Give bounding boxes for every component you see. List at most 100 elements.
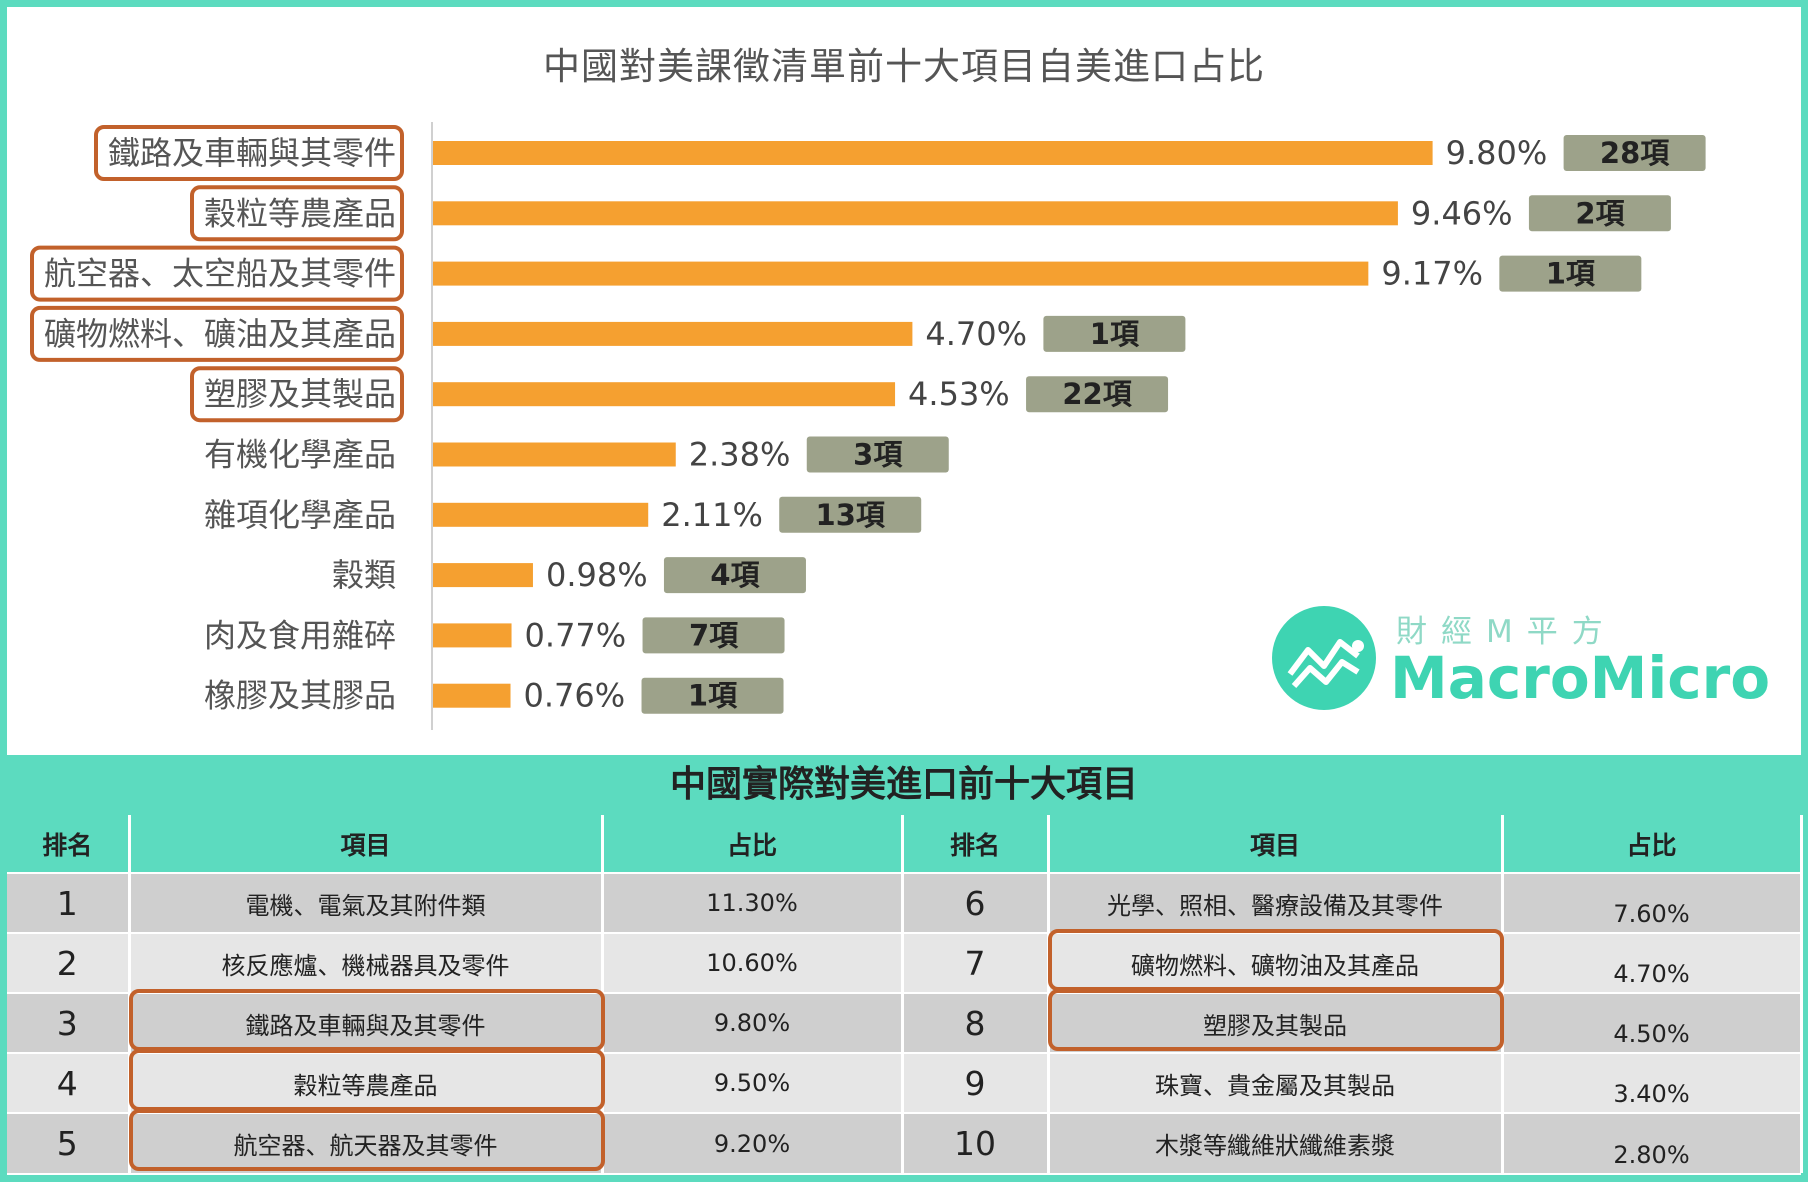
share-cell: 9.80% xyxy=(602,992,904,1053)
rank-cell: 8 xyxy=(902,992,1050,1053)
header-item-left: 項目 xyxy=(129,815,604,873)
table-row: 5 航空器、航天器及其零件 9.20% 10 木漿等纖維狀纖維素漿 2.80% xyxy=(7,1112,1803,1173)
share-cell: 11.30% xyxy=(602,872,904,933)
category-label: 有機化學產品 xyxy=(204,436,396,474)
item-cell: 光學、照相、醫療設備及其零件 xyxy=(1048,872,1504,933)
item-count-badge xyxy=(806,436,949,473)
ranking-table: 排名 項目 占比 排名 項目 占比 1 電機、電氣及其附件類 11.30% 6 … xyxy=(7,815,1803,1173)
category-label: 穀類 xyxy=(332,556,396,594)
rank-cell: 5 xyxy=(7,1112,131,1173)
item-count-badge xyxy=(663,557,806,594)
item-count-badge xyxy=(1026,376,1169,413)
rank-cell: 6 xyxy=(902,872,1050,933)
item-count-label: 13項 xyxy=(816,498,886,532)
item-count-label: 1項 xyxy=(688,679,738,713)
bar xyxy=(433,563,533,588)
bar xyxy=(433,321,913,346)
table-row: 1 電機、電氣及其附件類 11.30% 6 光學、照相、醫療設備及其零件 7.6… xyxy=(7,872,1803,933)
logo-english-text: MacroMicro xyxy=(1390,644,1771,712)
table-header-row: 排名 項目 占比 排名 項目 占比 xyxy=(7,815,1803,873)
category-label: 航空器、太空船及其零件 xyxy=(44,255,396,293)
category-label: 肉及食用雜碎 xyxy=(204,616,396,654)
item-count-label: 1項 xyxy=(1090,317,1140,351)
item-count-badge xyxy=(1499,255,1642,292)
item-cell: 電機、電氣及其附件類 xyxy=(129,872,604,933)
item-count-badge xyxy=(779,496,922,533)
category-label: 橡膠及其膠品 xyxy=(204,677,396,715)
bar xyxy=(433,261,1369,286)
chart-title: 中國對美課徵清單前十大項目自美進口占比 xyxy=(543,45,1265,88)
item-cell: 木漿等纖維狀纖維素漿 xyxy=(1048,1112,1504,1173)
bar xyxy=(433,502,649,527)
item-cell: 穀粒等農產品 xyxy=(129,1052,604,1113)
rank-cell: 10 xyxy=(902,1112,1050,1173)
item-cell: 塑膠及其製品 xyxy=(1048,992,1504,1053)
table-row: 4 穀粒等農產品 9.50% 9 珠寶、貴金屬及其製品 3.40% xyxy=(7,1052,1803,1113)
item-cell: 航空器、航天器及其零件 xyxy=(129,1112,604,1173)
category-highlight-box xyxy=(94,125,404,181)
item-count-badge xyxy=(1043,315,1186,352)
bar xyxy=(433,201,1398,226)
table-row: 3 鐵路及車輛與及其零件 9.80% 8 塑膠及其製品 4.50% xyxy=(7,992,1803,1053)
item-count-label: 22項 xyxy=(1062,377,1132,411)
item-cell: 礦物燃料、礦物油及其產品 xyxy=(1048,932,1504,993)
category-highlight-box xyxy=(30,305,404,362)
rank-cell: 4 xyxy=(7,1052,131,1113)
item-count-label: 2項 xyxy=(1575,196,1625,230)
rank-cell: 3 xyxy=(7,992,131,1053)
share-cell: 2.80% xyxy=(1502,1112,1803,1173)
ranking-table-section: 中國實際對美進口前十大項目 排名 項目 占比 排名 項目 占比 1 電機、電氣及… xyxy=(7,755,1803,1175)
value-label: 4.53% xyxy=(908,375,1010,413)
table-row: 2 核反應爐、機械器具及零件 10.60% 7 礦物燃料、礦物油及其產品 4.7… xyxy=(7,932,1803,993)
share-cell: 4.50% xyxy=(1502,992,1803,1053)
category-label: 塑膠及其製品 xyxy=(204,375,396,413)
item-count-badge xyxy=(1563,135,1706,171)
share-cell: 3.40% xyxy=(1502,1052,1803,1113)
value-label: 9.17% xyxy=(1381,255,1483,293)
table-title: 中國實際對美進口前十大項目 xyxy=(7,755,1801,815)
share-cell: 9.20% xyxy=(602,1112,904,1173)
category-label: 雜項化學產品 xyxy=(204,496,396,534)
header-share-left: 占比 xyxy=(602,815,904,873)
header-share-right: 占比 xyxy=(1502,815,1803,873)
share-cell: 7.60% xyxy=(1502,872,1803,933)
value-label: 2.38% xyxy=(689,436,791,474)
value-label: 9.80% xyxy=(1446,134,1548,172)
header-rank-right: 排名 xyxy=(902,815,1050,873)
value-label: 9.46% xyxy=(1411,194,1513,232)
item-count-label: 1項 xyxy=(1546,257,1596,291)
item-cell: 核反應爐、機械器具及零件 xyxy=(129,932,604,993)
header-item-right: 項目 xyxy=(1048,815,1504,873)
rank-cell: 9 xyxy=(902,1052,1050,1113)
category-label: 礦物燃料、礦油及其產品 xyxy=(44,315,396,353)
item-count-badge xyxy=(641,677,784,714)
share-cell: 9.50% xyxy=(602,1052,904,1113)
item-count-label: 7項 xyxy=(689,618,739,652)
category-highlight-box xyxy=(30,245,404,302)
share-cell: 4.70% xyxy=(1502,932,1803,993)
value-label: 0.98% xyxy=(546,556,648,594)
value-label: 0.77% xyxy=(525,616,627,654)
item-count-label: 3項 xyxy=(853,438,903,472)
bar xyxy=(433,623,512,648)
macromicro-logo: 財經M平方 MacroMicro xyxy=(1272,604,1770,714)
rank-cell: 2 xyxy=(7,932,131,993)
logo-mark-icon xyxy=(1272,606,1376,710)
bar xyxy=(433,442,676,467)
rank-cell: 1 xyxy=(7,872,131,933)
bar xyxy=(433,382,896,407)
value-label: 2.11% xyxy=(661,496,763,534)
item-count-badge xyxy=(642,617,785,654)
rank-cell: 7 xyxy=(902,932,1050,993)
header-rank-left: 排名 xyxy=(7,815,131,873)
item-count-badge xyxy=(1528,195,1671,232)
logo-chinese-text: 財經M平方 xyxy=(1396,614,1617,650)
value-label: 4.70% xyxy=(925,315,1027,353)
category-label: 穀粒等農產品 xyxy=(204,194,396,232)
item-count-label: 28項 xyxy=(1600,136,1670,170)
category-label: 鐵路及車輛與其零件 xyxy=(108,134,396,172)
item-cell: 鐵路及車輛與及其零件 xyxy=(129,992,604,1053)
category-highlight-box xyxy=(190,366,404,423)
bar xyxy=(433,683,511,708)
